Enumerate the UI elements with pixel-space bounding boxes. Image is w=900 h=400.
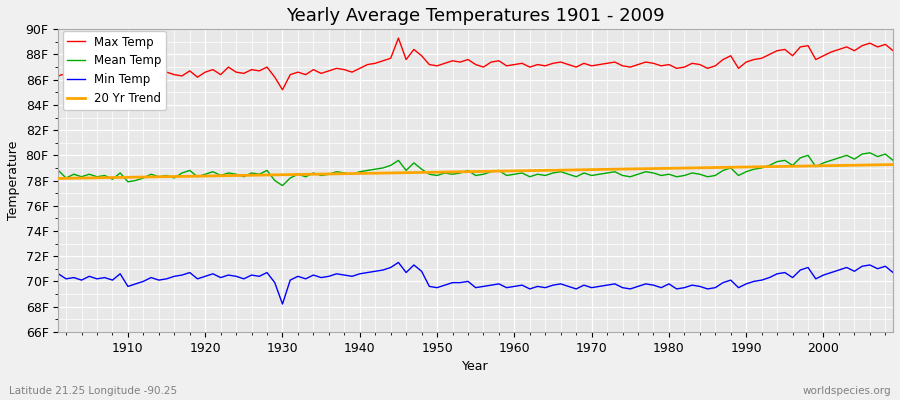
Min Temp bbox=[517, 283, 527, 288]
Mean Temp bbox=[277, 183, 288, 188]
Mean Temp bbox=[887, 158, 898, 163]
Mean Temp bbox=[609, 169, 620, 174]
Min Temp bbox=[887, 270, 898, 275]
Mean Temp bbox=[53, 168, 64, 173]
Text: worldspecies.org: worldspecies.org bbox=[803, 386, 891, 396]
Y-axis label: Temperature: Temperature bbox=[7, 141, 20, 220]
20 Yr Trend bbox=[331, 172, 342, 176]
Line: 20 Yr Trend: 20 Yr Trend bbox=[58, 164, 893, 178]
Line: Min Temp: Min Temp bbox=[58, 262, 893, 304]
Title: Yearly Average Temperatures 1901 - 2009: Yearly Average Temperatures 1901 - 2009 bbox=[286, 7, 665, 25]
Mean Temp bbox=[517, 170, 527, 175]
Max Temp bbox=[122, 100, 133, 105]
20 Yr Trend bbox=[284, 172, 295, 177]
Min Temp bbox=[292, 274, 303, 279]
20 Yr Trend bbox=[887, 162, 898, 167]
Line: Mean Temp: Mean Temp bbox=[58, 153, 893, 186]
Min Temp bbox=[617, 285, 628, 290]
Max Temp bbox=[339, 67, 350, 72]
Max Temp bbox=[617, 64, 628, 68]
Mean Temp bbox=[339, 170, 350, 175]
20 Yr Trend bbox=[602, 167, 613, 172]
Min Temp bbox=[115, 271, 126, 276]
Max Temp bbox=[292, 70, 303, 74]
Legend: Max Temp, Mean Temp, Min Temp, 20 Yr Trend: Max Temp, Mean Temp, Min Temp, 20 Yr Tre… bbox=[62, 31, 166, 110]
20 Yr Trend bbox=[53, 176, 64, 181]
Max Temp bbox=[517, 61, 527, 66]
X-axis label: Year: Year bbox=[463, 360, 489, 373]
20 Yr Trend bbox=[501, 169, 512, 174]
Mean Temp bbox=[292, 172, 303, 177]
Line: Max Temp: Max Temp bbox=[58, 38, 893, 102]
Max Temp bbox=[115, 71, 126, 76]
Mean Temp bbox=[865, 150, 876, 155]
20 Yr Trend bbox=[508, 168, 519, 173]
Min Temp bbox=[339, 273, 350, 278]
Max Temp bbox=[53, 74, 64, 78]
Max Temp bbox=[887, 48, 898, 53]
20 Yr Trend bbox=[115, 175, 126, 180]
Mean Temp bbox=[115, 170, 126, 175]
Text: Latitude 21.25 Longitude -90.25: Latitude 21.25 Longitude -90.25 bbox=[9, 386, 177, 396]
Mean Temp bbox=[508, 172, 519, 177]
Min Temp bbox=[277, 302, 288, 306]
Min Temp bbox=[53, 271, 64, 276]
Min Temp bbox=[525, 286, 535, 291]
Min Temp bbox=[393, 260, 404, 265]
Max Temp bbox=[525, 65, 535, 70]
Max Temp bbox=[393, 36, 404, 40]
